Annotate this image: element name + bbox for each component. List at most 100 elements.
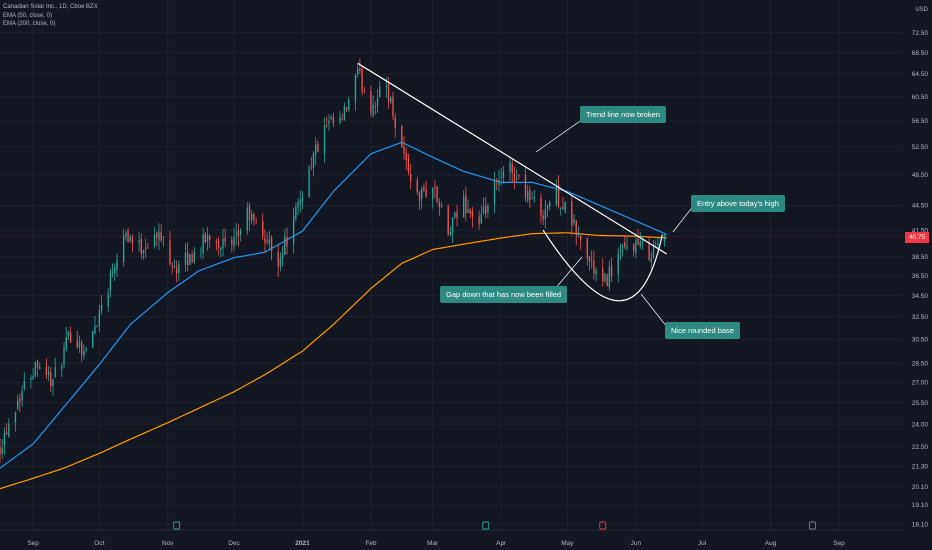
candle-body — [264, 238, 266, 243]
candle-body — [370, 91, 372, 113]
candle-body — [405, 152, 407, 161]
candle-body — [418, 192, 421, 202]
price-unit-label: USD — [915, 7, 928, 13]
candle-body — [542, 215, 544, 220]
candle-body — [270, 237, 273, 251]
candle-body — [447, 206, 449, 235]
candle-body — [39, 366, 41, 370]
candle-body — [36, 360, 39, 368]
ema50-legend: EMA (50, close, 0) — [3, 12, 53, 19]
candle-body — [158, 231, 160, 241]
entry-callout[interactable]: Entry above today's high — [691, 195, 785, 212]
price-tick-label: 68.50 — [912, 50, 929, 57]
candle-body — [63, 347, 65, 365]
candle-body — [169, 240, 171, 265]
base-callout-leader — [640, 293, 668, 328]
candle-body — [387, 83, 390, 102]
candle-body — [471, 211, 474, 218]
candle-body — [262, 221, 264, 236]
price-tick-label: 48.50 — [912, 172, 929, 179]
gap-callout[interactable]: Gap down that has now been filled — [440, 286, 568, 303]
trend-line-callout[interactable]: Trend line now broken — [580, 106, 666, 123]
candle-body — [621, 245, 624, 248]
candle-body — [573, 218, 575, 223]
candle-body — [312, 153, 315, 169]
candle-body — [125, 233, 127, 237]
candle-body — [359, 68, 361, 71]
candle-body — [34, 361, 37, 377]
base-callout[interactable]: Nice rounded base — [665, 322, 740, 339]
candle-body — [142, 249, 145, 254]
candle-body — [308, 167, 310, 197]
candle-body — [107, 292, 109, 307]
candle-body — [593, 260, 595, 274]
candle-body — [295, 206, 297, 218]
candle-body — [251, 214, 253, 222]
price-tick-label: 21.30 — [912, 464, 929, 471]
price-tick-label: 44.50 — [912, 203, 929, 210]
candle-body — [469, 209, 471, 214]
candle-body — [52, 378, 54, 386]
candle-body — [323, 125, 326, 154]
candle-body — [332, 117, 335, 124]
candle-body — [511, 163, 513, 173]
candle-body — [23, 381, 25, 389]
candle-body — [467, 208, 469, 214]
candle-body — [156, 232, 158, 239]
candle-body — [401, 126, 403, 147]
candle-body — [184, 253, 187, 265]
candle-body — [98, 310, 101, 326]
candle-body — [394, 117, 396, 128]
candle-body — [602, 268, 604, 281]
candle-body — [493, 181, 496, 205]
candle-body — [109, 272, 112, 291]
candle-body — [456, 211, 458, 219]
candle-body — [330, 117, 332, 120]
candle-body — [246, 207, 248, 231]
candle-body — [392, 97, 394, 117]
ema50-line — [0, 141, 668, 469]
candle-body — [500, 176, 502, 179]
candle-body — [641, 240, 644, 243]
price-tick-label: 64.50 — [912, 71, 929, 78]
candle-body — [588, 256, 591, 261]
candle-body — [624, 242, 626, 247]
ema50-series — [0, 141, 668, 469]
price-tick-label: 60.50 — [912, 94, 929, 101]
candle-body — [175, 267, 178, 274]
price-axis[interactable]: 72.50 68.50 64.50 60.50 56.50 52.50 48.50 44.50… — [912, 7, 929, 528]
time-tick-label: Feb — [365, 540, 377, 547]
candle-body — [478, 216, 480, 224]
candle-body — [637, 238, 639, 245]
price-tick-label: 25.50 — [912, 400, 929, 407]
time-axis[interactable]: Sep Oct Nov Dec 2021 Feb Mar Apr May Jun Jul Aug Sep — [0, 529, 903, 547]
earnings-marker-icon — [599, 521, 607, 530]
candle-body — [356, 68, 359, 75]
candle-body — [222, 238, 224, 249]
candle-body — [297, 201, 299, 208]
candle-body — [81, 342, 83, 355]
candle-body — [608, 267, 611, 288]
candle-body — [409, 173, 412, 182]
candle-body — [233, 237, 235, 247]
candle-body — [385, 85, 388, 88]
candle-body — [171, 265, 173, 268]
candle-body — [557, 184, 560, 206]
symbol-title: Canadian Solar Inc., 1D, Cboe BZX — [3, 4, 98, 10]
candle-body — [138, 239, 140, 243]
price-tick-label: 24.00 — [912, 421, 929, 428]
price-tick-label: 32.50 — [912, 314, 929, 321]
candle-body — [281, 254, 284, 259]
earnings-marker-icon — [173, 521, 181, 530]
trend-callout-leader — [535, 118, 584, 153]
price-tick-label: 20.10 — [912, 484, 929, 491]
candle-body — [403, 146, 405, 154]
candle-body — [425, 189, 427, 197]
time-tick-label: May — [561, 540, 574, 547]
candle-body — [173, 266, 176, 268]
candle-body — [235, 232, 237, 235]
candle-body — [372, 104, 374, 115]
candle-body — [178, 264, 180, 274]
candle-body — [564, 201, 566, 213]
